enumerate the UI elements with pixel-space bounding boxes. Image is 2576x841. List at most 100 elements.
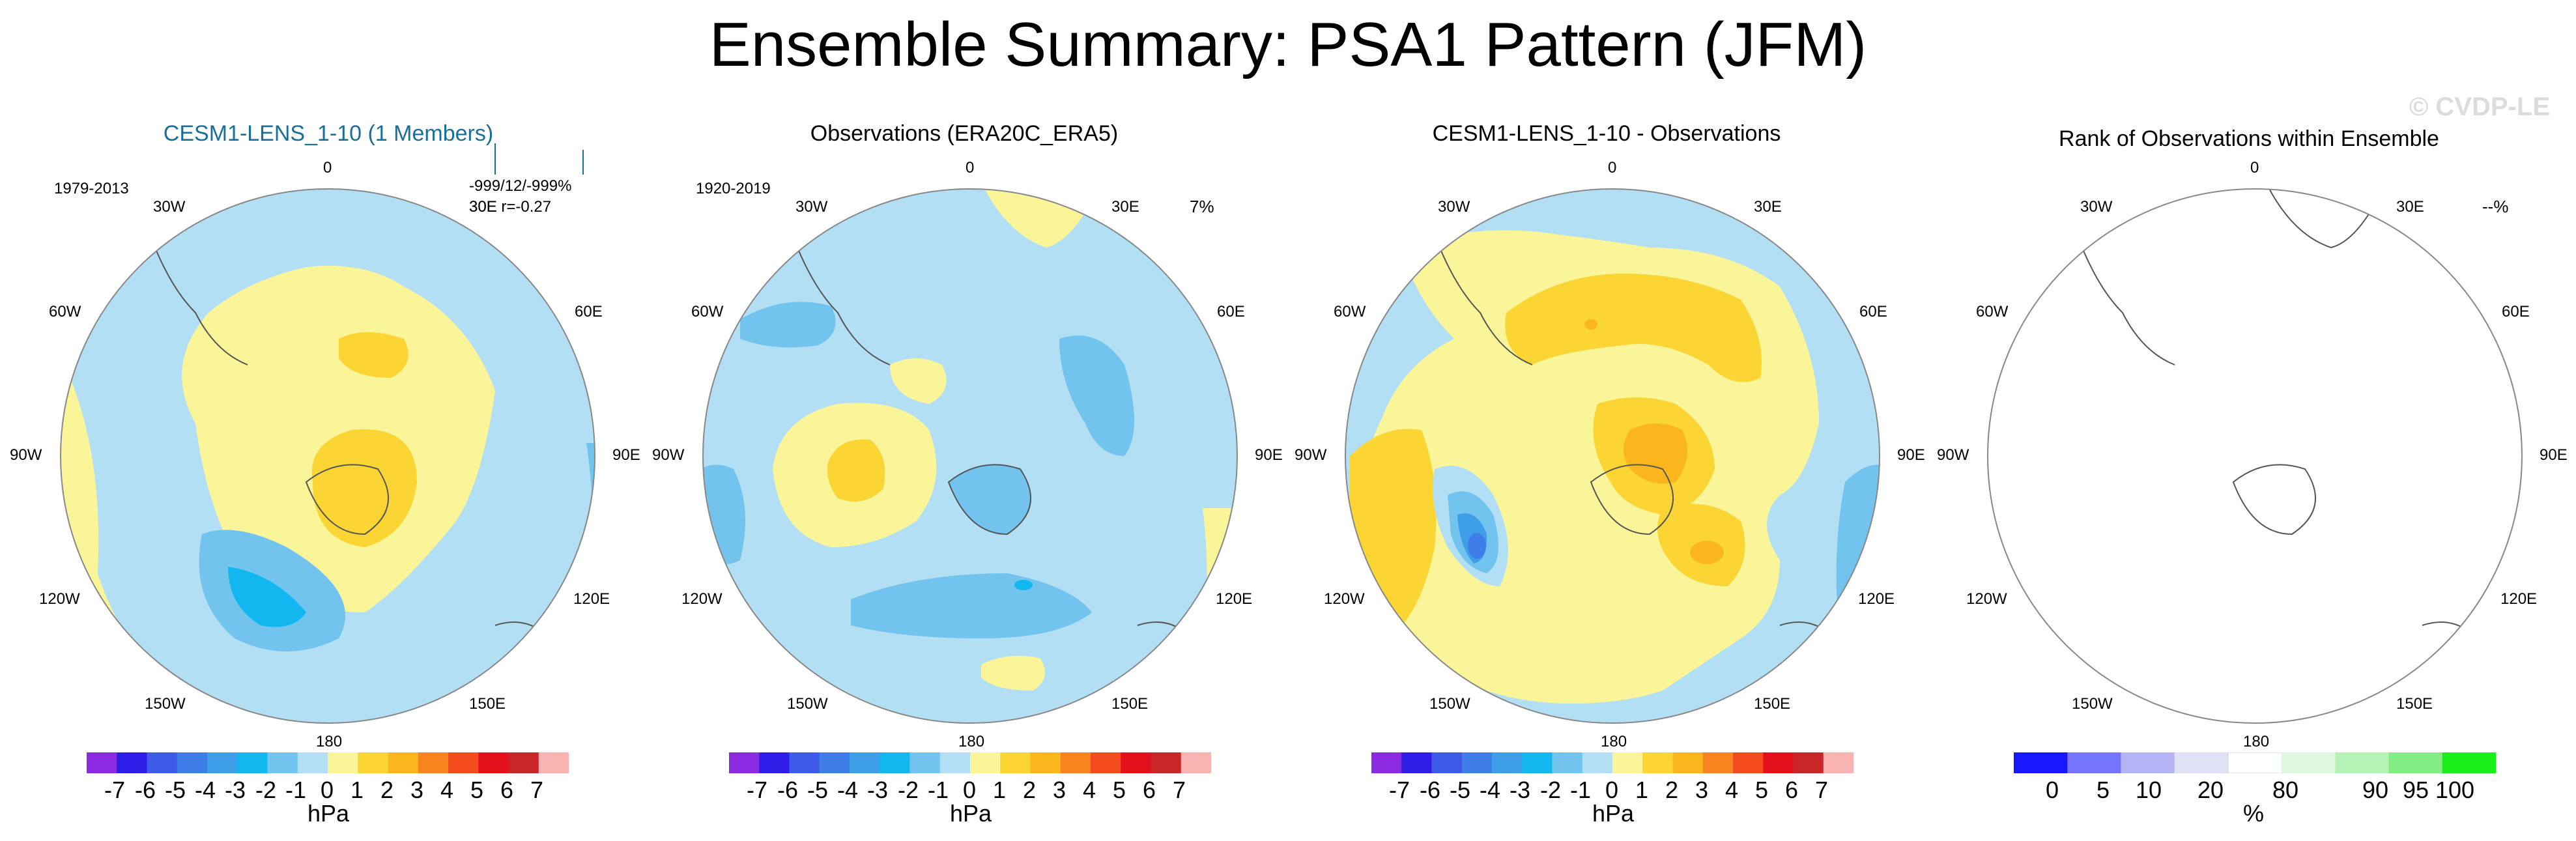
colorbar-swatch	[2388, 752, 2443, 773]
colorbar-tick: -4	[1480, 777, 1501, 803]
lon-label-0: 0	[2250, 159, 2259, 177]
colorbar-swatch	[1401, 752, 1432, 773]
colorbar-swatch	[970, 752, 1001, 773]
colorbar-swatch	[267, 752, 298, 773]
panel-difference: CESM1-LENS_1-10 - Observations 0 30W 30E…	[1285, 117, 1928, 841]
colorbar-unit: hPa	[308, 800, 350, 827]
colorbar-swatch	[1582, 752, 1613, 773]
map-fill-pos2	[1505, 274, 1762, 382]
lon-label-90e: 90E	[2540, 446, 2568, 464]
colorbar-tick: 2	[380, 777, 394, 803]
colorbar-tick: -4	[837, 777, 859, 803]
map-fill-neg2	[703, 464, 745, 565]
colorbar-tick: -4	[195, 777, 216, 803]
colorbar-tick: 2	[1023, 777, 1037, 803]
colorbar-tick: -6	[1420, 777, 1441, 803]
colorbar-tick: 1	[351, 777, 364, 803]
colorbar-swatch	[1121, 752, 1151, 773]
colorbar-swatch	[1371, 752, 1402, 773]
map-border	[60, 188, 595, 724]
colorbar	[2014, 752, 2496, 773]
colorbar-swatch	[297, 752, 328, 773]
map-fill-neg2	[1059, 335, 1134, 456]
colorbar-tick: 90	[2362, 777, 2389, 803]
colorbar-swatch	[1461, 752, 1493, 773]
colorbar-tick: -7	[104, 777, 126, 803]
colorbar-tick: 80	[2272, 777, 2299, 803]
colorbar-tick: -1	[1570, 777, 1592, 803]
lon-label-90w: 90W	[1937, 446, 1969, 464]
colorbar-swatch	[478, 752, 509, 773]
lon-label-120w: 120W	[1324, 590, 1365, 608]
colorbar-swatch	[2282, 752, 2336, 773]
polar-map	[702, 188, 1238, 724]
colorbar-swatch	[1000, 752, 1031, 773]
colorbar-swatch	[538, 752, 569, 773]
lon-label-60e: 60E	[1859, 303, 1887, 321]
map-fill-neg4	[228, 567, 306, 627]
colorbar-swatch	[328, 752, 358, 773]
colorbar-tick: -1	[928, 777, 949, 803]
lon-label-30w: 30W	[1438, 198, 1470, 216]
polar-map	[60, 143, 595, 724]
colorbar-swatch	[1642, 752, 1673, 773]
lon-label-30w: 30W	[795, 198, 828, 216]
period-label: 1920-2019	[696, 180, 771, 197]
colorbar	[729, 752, 1211, 773]
colorbar-swatch	[1793, 752, 1824, 773]
lon-label-60w: 60W	[1976, 303, 2009, 321]
colorbar-tick: 3	[1695, 777, 1709, 803]
colorbar-unit: hPa	[950, 800, 992, 827]
lon-label-90w: 90W	[652, 446, 685, 464]
colorbar-swatch	[729, 752, 760, 773]
map-fill-neg2	[851, 573, 1092, 638]
colorbar-swatch	[759, 752, 790, 773]
colorbar-tick: -5	[1450, 777, 1471, 803]
colorbar-tick: -3	[1510, 777, 1531, 803]
colorbar-swatch	[1060, 752, 1091, 773]
panel-title[interactable]: CESM1-LENS_1-10 (1 Members)	[163, 121, 494, 146]
antarctica-coastline	[1590, 464, 1674, 535]
colorbar-swatch	[880, 752, 910, 773]
colorbar-tick: 7	[530, 777, 544, 803]
map-fill-pos2	[311, 429, 417, 547]
lon-label-90e: 90E	[1897, 446, 1925, 464]
colorbar-swatch	[1552, 752, 1583, 773]
colorbar-tick: 6	[500, 777, 514, 803]
lon-label-90e: 90E	[1255, 446, 1283, 464]
lon-label-30e: 30E	[2396, 198, 2424, 216]
colorbar-tick: -3	[867, 777, 889, 803]
map-fill-pos2	[827, 439, 885, 502]
page-title: Ensemble Summary: PSA1 Pattern (JFM)	[709, 10, 1867, 79]
colorbar-tick: -2	[1540, 777, 1562, 803]
lon-label-60e: 60E	[1217, 303, 1245, 321]
colorbar-tick: -7	[1389, 777, 1410, 803]
colorbar-tick: 6	[1143, 777, 1156, 803]
colorbar-swatch	[1702, 752, 1734, 773]
lon-label-60w: 60W	[49, 303, 81, 321]
colorbar-tick: -5	[165, 777, 186, 803]
watermark: © CVDP-LE	[2409, 93, 2550, 121]
map-fill-neg5	[1468, 533, 1486, 559]
lon-label-180: 180	[958, 733, 985, 750]
lon-label-0: 0	[966, 159, 975, 177]
colorbar-swatch	[909, 752, 941, 773]
lon-label-30w: 30W	[2080, 198, 2113, 216]
colorbar-tick: -2	[898, 777, 919, 803]
lon-label-90e: 90E	[612, 446, 640, 464]
map-fill-empty	[1988, 189, 2522, 723]
lon-label-90w: 90W	[1295, 446, 1327, 464]
map-fill-neg2	[1836, 464, 1880, 643]
colorbar-tick: 0	[963, 777, 977, 803]
lon-label-60w: 60W	[1334, 303, 1366, 321]
map-fill-pos3	[1624, 423, 1687, 484]
stats-line-2: 30E r=-0.27	[469, 198, 552, 216]
stats-line-1: -999/12/-999%	[469, 177, 572, 195]
colorbar-unit: %	[2243, 800, 2265, 827]
colorbar-swatch	[147, 752, 178, 773]
period-label: 1979-2013	[54, 180, 129, 197]
colorbar-swatch	[1431, 752, 1463, 773]
colorbar-swatch	[2227, 752, 2283, 773]
colorbar-tick: 5	[2097, 777, 2110, 803]
lon-label-120e: 120E	[1858, 590, 1895, 608]
